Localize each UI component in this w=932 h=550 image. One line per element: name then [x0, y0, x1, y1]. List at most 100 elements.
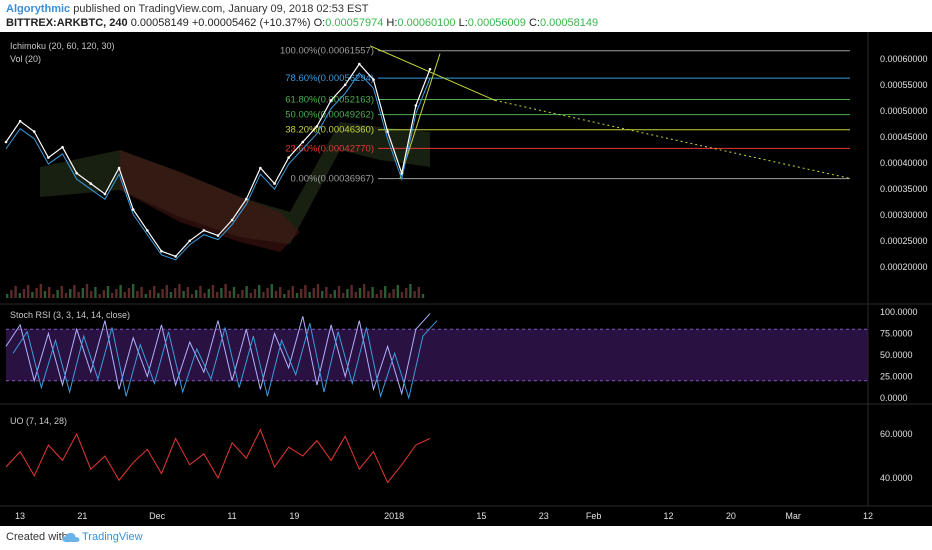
volume-bar: [31, 292, 34, 298]
chart-header: Algorythmic published on TradingView.com…: [0, 0, 932, 32]
published-text: published on TradingView.com, January 09…: [73, 3, 369, 15]
volume-bar: [73, 285, 76, 298]
volume-bar: [56, 290, 59, 298]
volume-bar: [258, 285, 261, 298]
price-tick-label: 0.00030000: [880, 210, 928, 220]
price-point: [358, 62, 361, 66]
volume-bar: [396, 285, 399, 298]
volume-bar: [325, 287, 328, 298]
x-tick-label: 21: [77, 511, 87, 521]
volume-bar: [60, 286, 63, 298]
volume-bar: [43, 291, 47, 298]
footer: Created with TradingView: [0, 526, 932, 550]
price-point: [329, 99, 333, 102]
price-change: +0.00005462 (+10.37%): [191, 17, 311, 29]
volume-bar: [106, 286, 110, 298]
chart-area[interactable]: 0.00060000 0.00055000 0.00050000 0.00045000…: [0, 32, 932, 526]
volume-bar: [77, 292, 80, 298]
x-tick-label: 2018: [384, 511, 404, 521]
volume-bar: [48, 287, 51, 298]
volume-bar: [203, 293, 206, 298]
volume-bar: [421, 294, 425, 298]
stoch-k-line: [5, 313, 431, 396]
volume-bar: [245, 286, 248, 298]
close-value: 0.00058149: [539, 17, 599, 29]
x-tick-label: 12: [863, 511, 873, 521]
volume-bar: [224, 284, 227, 298]
volume-bar: [266, 288, 269, 298]
tradingview-brand[interactable]: TradingView: [82, 531, 143, 543]
volume-bar: [228, 291, 231, 298]
volume-bar: [409, 284, 412, 298]
stoch-rsi-label: Stoch RSI (3, 3, 14, 14, close): [10, 310, 130, 320]
volume-bar: [123, 292, 126, 298]
volume-bar: [98, 294, 101, 298]
uo-line: [5, 428, 431, 484]
volume-bar: [321, 291, 324, 298]
fib-level-label: 0.00%(0.00036967): [291, 174, 374, 185]
volume-bar: [199, 286, 202, 298]
x-tick-label: 13: [15, 511, 25, 521]
open-label: O:: [313, 17, 326, 29]
volume-bar: [384, 286, 387, 298]
volume-bar: [316, 284, 320, 298]
volume-bar: [358, 288, 362, 298]
x-tick-label: 19: [289, 511, 299, 521]
volume-bar: [388, 293, 391, 298]
volume-bar: [69, 289, 72, 298]
ichimoku-cloud-red: [120, 150, 300, 252]
price-point: [216, 234, 220, 237]
publish-line: Algorythmic published on TradingView.com…: [6, 3, 368, 15]
price-point: [386, 130, 389, 133]
volume-bar: [232, 287, 236, 298]
volume-bar: [115, 289, 118, 298]
author-name[interactable]: Algorythmic: [6, 3, 71, 15]
price-tick-label: 0.00020000: [880, 262, 928, 272]
volume-bar: [329, 294, 332, 298]
price-tick-label: 0.00025000: [880, 236, 928, 246]
volume-bar: [312, 288, 315, 298]
x-tick-label: Mar: [785, 511, 801, 521]
last-price: 0.00058149: [130, 17, 189, 29]
volume-bar: [14, 286, 17, 298]
volume-bar: [52, 294, 55, 298]
volume-bar: [90, 291, 93, 298]
volume-bar: [392, 289, 395, 298]
volume-bar: [279, 287, 282, 298]
volume-bar: [405, 288, 408, 298]
volume-bar: [165, 285, 168, 298]
ichimoku-cloud-green: [40, 122, 430, 244]
uo-tick-label: 40.0000: [880, 473, 913, 483]
volume-bar: [270, 284, 273, 298]
open-value: 0.00057974: [325, 17, 384, 29]
volume-bar: [291, 286, 294, 298]
fib-level-label: 38.20%(0.00046360): [285, 125, 374, 136]
volume-bar: [132, 284, 135, 298]
volume-bar: [262, 292, 265, 298]
volume-bar: [249, 293, 252, 298]
kijun-line: [5, 72, 431, 261]
volume-bar: [253, 289, 257, 298]
volume-bar: [300, 289, 303, 298]
price-point: [343, 83, 347, 87]
volume-label: Vol (20): [10, 54, 41, 64]
volume-bar: [190, 294, 194, 298]
price-point: [414, 104, 418, 107]
price-tick-label: 0.00045000: [880, 132, 928, 142]
tradingview-cloud-icon: [62, 532, 80, 542]
price-point: [160, 249, 163, 253]
price-point: [32, 130, 36, 133]
price-point: [18, 119, 22, 123]
chart-svg[interactable]: 0.00060000 0.00055000 0.00050000 0.00045000…: [0, 32, 932, 526]
price-point: [146, 229, 149, 232]
volume-bar: [22, 289, 26, 298]
fib-level-label: 61.80%(0.00052163): [285, 95, 374, 106]
symbol-label: BITTREX:ARKBTC, 240: [6, 17, 128, 29]
volume-bar: [157, 293, 160, 298]
created-with-text: Created with: [6, 531, 68, 543]
price-point: [4, 140, 8, 144]
low-label: L:: [458, 17, 468, 29]
stoch-d-line: [12, 320, 438, 400]
price-point: [202, 229, 206, 232]
volume-bar: [333, 290, 336, 298]
